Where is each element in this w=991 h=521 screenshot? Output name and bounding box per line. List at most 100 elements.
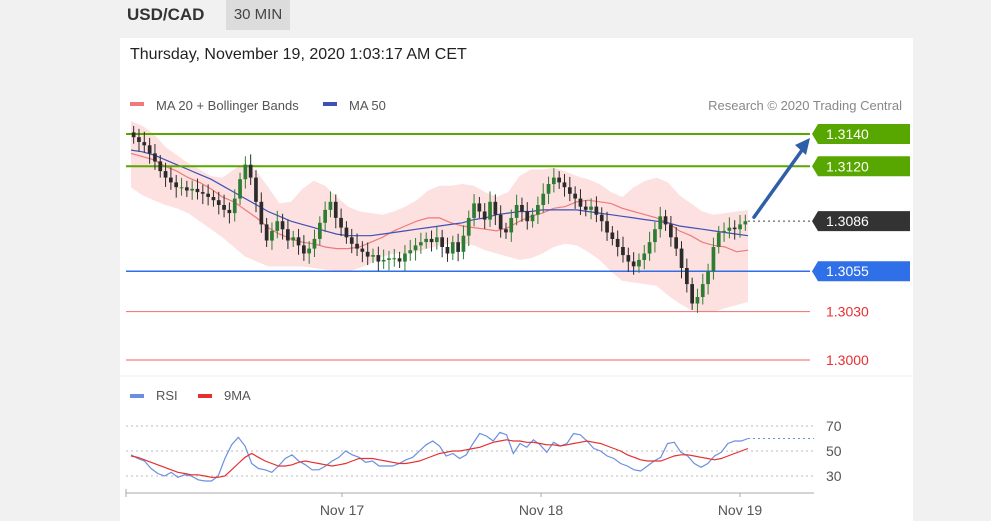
candle-body — [137, 137, 141, 142]
candle-body — [663, 216, 668, 225]
candle-body — [637, 259, 641, 267]
candle-body — [583, 206, 588, 210]
candle-body — [615, 238, 620, 247]
candle-body — [355, 243, 359, 249]
candle-body — [647, 242, 652, 254]
candle-body — [722, 230, 726, 233]
candle-body — [142, 142, 147, 146]
candle-body — [238, 179, 242, 199]
candle-body — [482, 211, 487, 220]
candle-body — [536, 205, 540, 215]
candle-body — [700, 284, 705, 297]
candle-body — [626, 255, 631, 262]
candle-body — [525, 211, 530, 222]
header: USD/CAD 30 MIN — [120, 0, 913, 32]
candle-body — [509, 217, 514, 233]
candle-body — [403, 253, 407, 262]
date-text: Thursday, November 19, 2020 1:03:17 AM C… — [130, 46, 467, 63]
candle-body — [727, 227, 732, 231]
x-tick-label: Nov 18 — [519, 502, 564, 518]
candle-body — [158, 161, 163, 172]
rsi-legend-label: RSI — [156, 388, 178, 403]
candle-body — [387, 258, 391, 260]
candle-body — [248, 164, 253, 178]
candle-body — [695, 297, 700, 304]
candle-body — [264, 224, 269, 241]
candle-body — [573, 193, 577, 199]
candle-body — [259, 201, 264, 225]
candle-body — [578, 198, 583, 207]
ma50-legend-label: MA 50 — [349, 98, 386, 113]
projection-arrow-head — [795, 138, 810, 155]
candle-body — [435, 237, 439, 243]
candle-body — [530, 214, 535, 222]
ma50-legend-swatch — [323, 102, 337, 106]
x-tick-label: Nov 19 — [718, 502, 763, 518]
candle-body — [185, 187, 189, 191]
candle-body — [552, 177, 556, 185]
candle-body — [147, 145, 152, 154]
candle-body — [732, 227, 737, 230]
level-tag-1.3055 — [812, 261, 910, 282]
candle-body — [307, 248, 311, 254]
candle-body — [286, 229, 290, 241]
candle-body — [541, 193, 546, 205]
level-label-1.3086: 1.3086 — [826, 213, 869, 229]
candle-body — [222, 205, 226, 210]
candle-body — [216, 200, 221, 205]
level-tag-1.3086 — [812, 211, 910, 232]
candle-body — [328, 201, 333, 210]
candle-body — [429, 238, 434, 243]
candle-body — [200, 192, 205, 194]
candle-body — [631, 261, 636, 267]
candle-body — [461, 235, 466, 252]
chart-panel: Thursday, November 19, 2020 1:03:17 AM C… — [120, 38, 913, 521]
credit-text: Research © 2020 Trading Central — [708, 98, 902, 113]
ma9-legend-swatch — [198, 394, 212, 398]
candle-body — [232, 198, 237, 214]
x-tick-label: Nov 17 — [320, 502, 365, 518]
rsi-tick-50: 50 — [826, 443, 842, 459]
candle-body — [302, 245, 306, 254]
candle-body — [498, 214, 503, 230]
candle-body — [296, 237, 301, 246]
candle-body — [254, 177, 258, 202]
rsi-tick-70: 70 — [826, 418, 842, 434]
ma50-line — [130, 149, 749, 237]
candle-body — [195, 188, 200, 193]
candle-body — [381, 259, 386, 262]
projection-arrow — [752, 144, 807, 219]
candle-body — [333, 201, 338, 218]
rsi-tick-30: 30 — [826, 468, 842, 484]
ma20-legend-swatch — [130, 102, 144, 106]
candle-body — [376, 255, 381, 262]
candle-body — [408, 250, 413, 254]
candle-body — [743, 221, 748, 225]
candle-body — [169, 177, 173, 183]
candle-body — [738, 224, 742, 230]
candle-body — [280, 221, 285, 230]
candle-body — [568, 187, 572, 194]
candle-body — [179, 187, 184, 189]
candle-body — [275, 221, 280, 231]
candle-body — [397, 258, 402, 262]
timeframe-badge[interactable]: 30 MIN — [226, 0, 290, 30]
candle-body — [514, 205, 519, 218]
candle-body — [163, 171, 168, 178]
candle-body — [488, 201, 492, 220]
candle-body — [594, 206, 599, 215]
candle-body — [312, 238, 317, 249]
candle-body — [440, 237, 444, 247]
candle-body — [291, 237, 296, 241]
candle-body — [190, 188, 194, 191]
candle-body — [589, 206, 593, 210]
candle-body — [621, 247, 625, 256]
rsi-legend-swatch — [130, 394, 144, 398]
candle-body — [211, 197, 216, 201]
candle-body — [413, 245, 418, 251]
candle-body — [716, 232, 721, 247]
candle-body — [679, 248, 684, 268]
candle-body — [392, 258, 397, 260]
bollinger-band — [131, 121, 748, 312]
candle-body — [674, 237, 678, 249]
